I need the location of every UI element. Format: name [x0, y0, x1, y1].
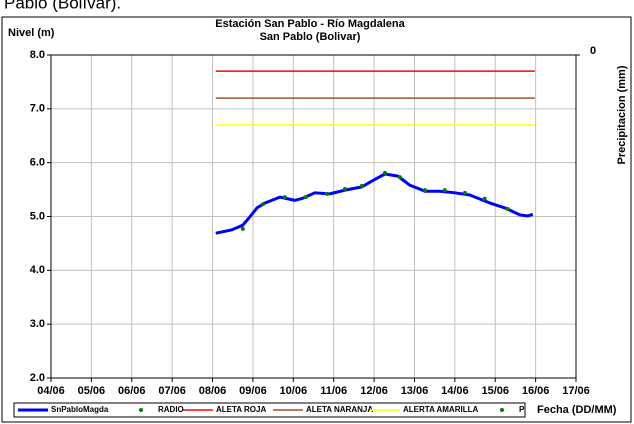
y-tick-label: 2.0 — [30, 372, 45, 384]
y2-tick-label: 0 — [590, 45, 596, 57]
legend-label: SnPabloMagda — [51, 405, 109, 414]
data-point — [462, 190, 467, 195]
x-tick-label: 12/06 — [360, 385, 388, 397]
y-tick-label: 6.0 — [30, 157, 45, 169]
x-axis-label: Fecha (DD/MM) — [537, 404, 617, 416]
series-line — [215, 172, 534, 235]
x-tick-label: 07/06 — [158, 385, 186, 397]
data-point — [442, 188, 447, 193]
caption: Pablo (Bolívar). — [4, 0, 121, 12]
data-point — [303, 195, 308, 200]
data-point — [343, 187, 347, 192]
legend-label: RADIO — [158, 405, 184, 414]
legend-label: ALERTA AMARILLA — [403, 405, 478, 414]
data-point — [261, 202, 266, 207]
legend-label: P — [519, 405, 525, 414]
legend-label: ALETA ROJA — [216, 405, 266, 414]
x-tick-label: 15/06 — [481, 385, 509, 397]
chart-subtitle: San Pablo (Bolivar) — [260, 31, 361, 43]
x-tick-label: 13/06 — [401, 385, 429, 397]
data-point — [422, 188, 427, 193]
x-tick-label: 17/06 — [562, 385, 590, 397]
x-tick-label: 08/06 — [199, 385, 227, 397]
x-tick-label: 11/06 — [320, 385, 347, 397]
data-point — [382, 170, 387, 175]
y2-axis-label: Precipitacion (mm) — [616, 65, 628, 164]
y-tick-label: 5.0 — [30, 210, 45, 222]
x-tick-label: 10/06 — [280, 385, 308, 397]
x-tick-label: 09/06 — [239, 385, 267, 397]
data-point — [359, 183, 364, 188]
x-tick-label: 16/06 — [522, 385, 550, 397]
x-tick-label: 05/06 — [78, 385, 106, 397]
y-tick-label: 7.0 — [30, 103, 45, 115]
data-point — [240, 226, 245, 231]
data-point — [282, 195, 287, 200]
x-tick-label: 06/06 — [118, 385, 146, 397]
chart-title: Estación San Pablo - Río Magdalena — [215, 18, 405, 30]
data-point — [397, 175, 402, 180]
x-tick-label: 04/06 — [37, 385, 65, 397]
legend-swatch — [139, 408, 143, 412]
y-axis-label: Nivel (m) — [8, 27, 55, 39]
y-tick-label: 3.0 — [30, 318, 45, 330]
legend — [13, 402, 526, 418]
legend-label: ALETA NARANJA — [306, 405, 373, 414]
y-tick-label: 8.0 — [30, 49, 45, 61]
data-point — [482, 196, 487, 201]
plot-border — [50, 54, 577, 379]
data-point — [324, 191, 329, 196]
x-tick-label: 14/06 — [441, 385, 469, 397]
legend-swatch — [500, 408, 504, 412]
data-point — [505, 206, 510, 211]
y-tick-label: 4.0 — [30, 264, 45, 276]
